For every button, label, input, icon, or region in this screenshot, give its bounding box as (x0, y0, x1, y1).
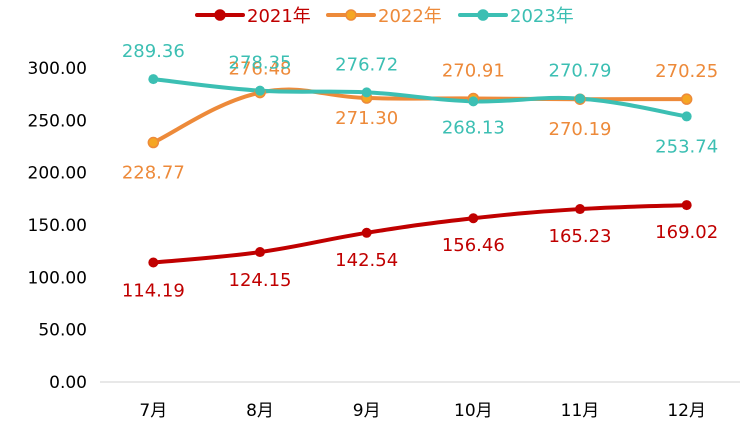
data-label: 276.72 (335, 54, 398, 75)
y-tick-label: 100.00 (28, 268, 87, 288)
legend-swatch-marker (214, 9, 226, 21)
data-point (575, 204, 585, 215)
y-tick-label: 50.00 (38, 321, 87, 341)
data-label: 165.23 (549, 226, 612, 247)
data-point (148, 257, 159, 268)
x-tick-label: 11月 (561, 401, 600, 421)
series-line-2023年 (151, 77, 689, 119)
data-label: 228.77 (122, 163, 185, 184)
data-point (681, 200, 692, 211)
data-label: 270.79 (549, 61, 612, 82)
legend-swatch-marker (345, 9, 357, 21)
data-point (681, 111, 692, 122)
x-tick-label: 9月 (353, 401, 381, 421)
data-labels: 114.19 124.15 142.54 156.46 165.23 169.02 228.… (122, 41, 718, 301)
data-label: 270.19 (549, 119, 612, 140)
data-point (361, 87, 372, 98)
x-tick-label: 12月 (667, 401, 706, 421)
data-label: 270.25 (655, 61, 718, 82)
legend: 2021年 2022年 2023年 (195, 6, 574, 27)
x-tick-label: 7月 (139, 401, 167, 421)
x-axis: 7月 8月 9月 10月 11月 12月 (139, 401, 706, 421)
x-tick-label: 8月 (246, 401, 274, 421)
data-point (255, 85, 265, 96)
data-label: 114.19 (122, 280, 185, 301)
data-point (361, 227, 372, 238)
data-label: 142.54 (335, 250, 398, 271)
series-lines (151, 77, 689, 265)
data-label: 268.13 (442, 117, 505, 138)
legend-label: 2021年 (247, 6, 311, 27)
data-label: 169.02 (655, 222, 718, 243)
data-label: 278.35 (229, 53, 292, 74)
data-point (148, 74, 159, 85)
data-point (575, 93, 585, 104)
y-tick-label: 0.00 (49, 373, 87, 393)
y-axis: 0.00 50.00 100.00 150.00 200.00 250.00 300.00 (28, 59, 87, 393)
series-points (147, 74, 693, 268)
legend-label: 2022年 (378, 6, 442, 27)
y-tick-label: 250.00 (28, 111, 87, 131)
data-label: 156.46 (442, 235, 505, 256)
data-point (468, 213, 479, 224)
data-label: 124.15 (229, 270, 292, 291)
data-label: 289.36 (122, 41, 185, 62)
data-point (255, 247, 265, 258)
data-label: 276.48 (229, 59, 292, 80)
y-tick-label: 200.00 (28, 164, 87, 184)
data-point (147, 136, 160, 149)
x-tick-label: 10月 (454, 401, 493, 421)
y-tick-label: 150.00 (28, 216, 87, 236)
series-line-2021年 (151, 203, 689, 265)
data-point (680, 93, 693, 105)
data-label: 253.74 (655, 136, 718, 157)
legend-swatch-marker (477, 9, 489, 21)
data-point (468, 96, 479, 107)
data-label: 271.30 (335, 108, 398, 129)
legend-label: 2023年 (510, 6, 574, 27)
data-label: 270.91 (442, 60, 505, 81)
y-tick-label: 300.00 (28, 59, 87, 79)
